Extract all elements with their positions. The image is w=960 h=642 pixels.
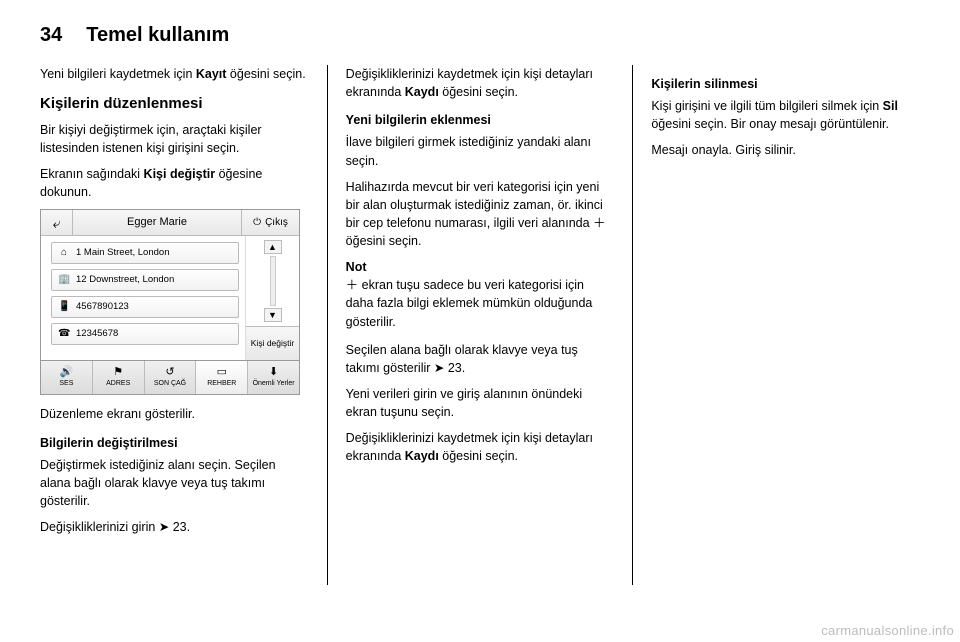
- tab-label: SON ÇAĞ: [154, 379, 186, 389]
- col1-p5: Değişikliklerinizi girin ➤ 23.: [40, 518, 309, 536]
- speaker-icon: 🔊: [60, 367, 74, 378]
- heading-delete-contacts: Kişilerin silinmesi: [651, 75, 920, 93]
- xref-icon: ➤: [434, 361, 448, 375]
- back-icon: ⤶: [53, 213, 61, 233]
- col2-p3: Halihazırda mevcut bir veri kategorisi i…: [346, 178, 615, 251]
- page-number: 34: [40, 24, 62, 47]
- scroll-up-icon[interactable]: ▲: [264, 240, 282, 254]
- heading-add-new-info: Yeni bilgilerin eklenmesi: [346, 111, 615, 129]
- note-block: Not ＋ ekran tuşu sadece bu veri kategori…: [346, 258, 615, 331]
- tab-rehber[interactable]: ▭ REHBER: [196, 361, 248, 394]
- col2-p2: İlave bilgileri girmek istediğiniz yanda…: [346, 133, 615, 169]
- col3-p2: Mesajı onayla. Giriş silinir.: [651, 141, 920, 159]
- mobile-icon: 📱: [58, 300, 70, 315]
- tab-onemli-yerler[interactable]: ⬇ Önemli Yerler: [248, 361, 299, 394]
- page-header: 34 Temel kullanım: [40, 24, 920, 47]
- col2-p6: Değişikliklerinizi kaydetmek için kişi d…: [346, 429, 615, 465]
- tab-label: SES: [59, 379, 73, 389]
- text: öğesini seçin.: [439, 449, 518, 463]
- tab-label: REHBER: [207, 379, 236, 389]
- text: Halihazırda mevcut bir veri kategorisi i…: [346, 180, 603, 230]
- contacts-icon: ▭: [217, 367, 227, 378]
- term-sil: Sil: [883, 99, 898, 113]
- text: .: [462, 361, 465, 375]
- tab-soncag[interactable]: ↺ SON ÇAĞ: [145, 361, 197, 394]
- xref-page: 23: [173, 520, 187, 534]
- heading-edit-contacts: Kişilerin düzenlenmesi: [40, 93, 309, 115]
- flag-icon: ⚑: [113, 367, 123, 378]
- heading-change-info: Bilgilerin değiştirilmesi: [40, 434, 309, 452]
- page-title: Temel kullanım: [86, 24, 229, 47]
- exit-label: Çıkış: [265, 216, 288, 231]
- list-item[interactable]: ☎ 12345678: [51, 323, 239, 345]
- col1-p4: Değiştirmek istediğiniz alanı seçin. Seç…: [40, 456, 309, 510]
- field-value: 12345678: [76, 327, 118, 341]
- home-icon: ⌂: [58, 246, 70, 261]
- exit-button[interactable]: ⏻ Çıkış: [241, 210, 299, 235]
- poi-icon: ⬇: [269, 367, 278, 378]
- screenshot-topbar: ⤶ Egger Marie ⏻ Çıkış: [41, 210, 299, 236]
- term-kaydi: Kaydı: [405, 85, 439, 99]
- term-kaydi: Kaydı: [405, 449, 439, 463]
- device-screenshot: ⤶ Egger Marie ⏻ Çıkış ⌂ 1 Main Street, L…: [40, 209, 300, 395]
- term-kisi-degistir: Kişi değiştir: [144, 167, 216, 181]
- contact-fields-list: ⌂ 1 Main Street, London 🏢 12 Downstreet,…: [41, 236, 245, 360]
- field-value: 1 Main Street, London: [76, 246, 169, 260]
- term-kayit: Kayıt: [196, 67, 227, 81]
- col1-p1: Yeni bilgileri kaydetmek için Kayıt öğes…: [40, 65, 309, 83]
- watermark: carmanualsonline.info: [821, 623, 954, 638]
- screenshot-sidebar: ▲ ▼ Kişi değiştir: [245, 236, 299, 360]
- text: Ekranın sağındaki: [40, 167, 144, 181]
- col3-p1: Kişi girişini ve ilgili tüm bilgileri si…: [651, 97, 920, 133]
- phone-icon: ☎: [58, 327, 70, 342]
- text: Kişi girişini ve ilgili tüm bilgileri si…: [651, 99, 882, 113]
- col1-p3: Ekranın sağındaki Kişi değiştir öğesine …: [40, 165, 309, 201]
- text: Değişikliklerinizi girin: [40, 520, 159, 534]
- scroll-down-icon[interactable]: ▼: [264, 308, 282, 322]
- text: Yeni bilgileri kaydetmek için: [40, 67, 196, 81]
- field-value: 12 Downstreet, London: [76, 273, 174, 287]
- col1-p2: Bir kişiyi değiştirmek için, araçtaki ki…: [40, 121, 309, 157]
- edit-contact-button[interactable]: Kişi değiştir: [246, 326, 299, 360]
- tab-label: ADRES: [106, 379, 130, 389]
- plus-icon: ＋: [593, 216, 606, 230]
- tab-adres[interactable]: ⚑ ADRES: [93, 361, 145, 394]
- col2-p5: Yeni verileri girin ve giriş alanının ön…: [346, 385, 615, 421]
- scrollbar[interactable]: ▲ ▼: [246, 236, 299, 326]
- list-item[interactable]: ⌂ 1 Main Street, London: [51, 242, 239, 264]
- back-button[interactable]: ⤶: [41, 210, 73, 235]
- power-icon: ⏻: [253, 216, 261, 231]
- screenshot-tabs: 🔊 SES ⚑ ADRES ↺ SON ÇAĞ ▭ REHBER: [41, 360, 299, 394]
- column-3: Kişilerin silinmesi Kişi girişini ve ilg…: [632, 65, 920, 585]
- text: .: [187, 520, 190, 534]
- column-1: Yeni bilgileri kaydetmek için Kayıt öğes…: [40, 65, 327, 585]
- tab-ses[interactable]: 🔊 SES: [41, 361, 93, 394]
- xref-page: 23: [448, 361, 462, 375]
- screenshot-title: Egger Marie: [73, 215, 241, 231]
- screenshot-caption: Düzenleme ekranı gösterilir.: [40, 405, 309, 423]
- text: öğesini seçin. Bir onay mesajı görüntüle…: [651, 117, 889, 131]
- text: öğesini seçin.: [226, 67, 305, 81]
- list-item[interactable]: 📱 4567890123: [51, 296, 239, 318]
- note-body: ＋ ekran tuşu sadece bu veri kategorisi i…: [346, 278, 593, 328]
- building-icon: 🏢: [58, 273, 70, 288]
- scroll-track[interactable]: [270, 256, 276, 306]
- col2-p4: Seçilen alana bağlı olarak klavye veya t…: [346, 341, 615, 377]
- screenshot-body: ⌂ 1 Main Street, London 🏢 12 Downstreet,…: [41, 236, 299, 360]
- xref-icon: ➤: [159, 520, 173, 534]
- list-item[interactable]: 🏢 12 Downstreet, London: [51, 269, 239, 291]
- field-value: 4567890123: [76, 300, 129, 314]
- content-columns: Yeni bilgileri kaydetmek için Kayıt öğes…: [40, 65, 920, 585]
- text: öğesini seçin.: [346, 234, 422, 248]
- col2-p1: Değişikliklerinizi kaydetmek için kişi d…: [346, 65, 615, 101]
- tab-label: Önemli Yerler: [253, 379, 295, 389]
- text: öğesini seçin.: [439, 85, 518, 99]
- history-icon: ↺: [165, 367, 174, 378]
- note-label: Not: [346, 258, 615, 276]
- column-2: Değişikliklerinizi kaydetmek için kişi d…: [327, 65, 633, 585]
